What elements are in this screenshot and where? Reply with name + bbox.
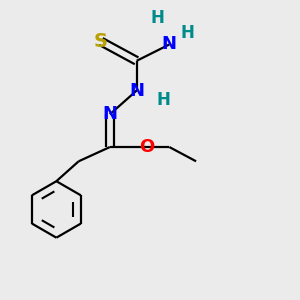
Text: N: N xyxy=(102,105,117,123)
Text: H: H xyxy=(156,91,170,109)
Text: O: O xyxy=(140,138,155,156)
Text: S: S xyxy=(94,32,108,51)
Text: N: N xyxy=(129,82,144,100)
Text: N: N xyxy=(162,35,177,53)
Text: H: H xyxy=(180,24,194,42)
Text: H: H xyxy=(151,9,164,27)
